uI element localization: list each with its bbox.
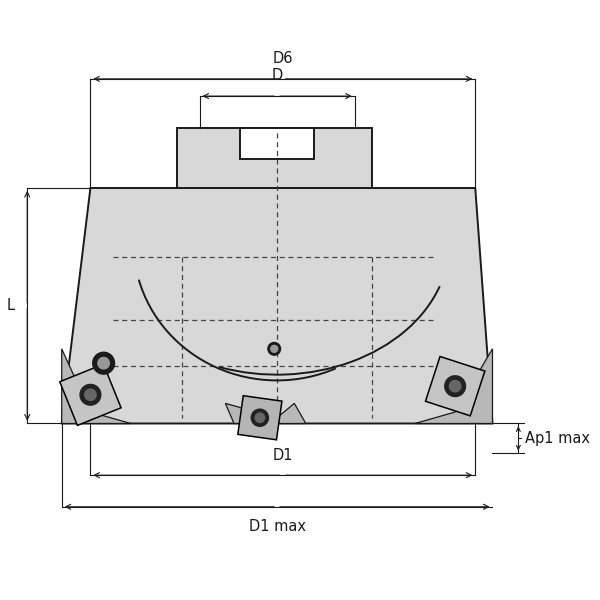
Text: Ap1 max: Ap1 max bbox=[525, 431, 590, 446]
Circle shape bbox=[98, 358, 109, 369]
Text: D: D bbox=[271, 68, 283, 83]
Polygon shape bbox=[226, 403, 306, 424]
Circle shape bbox=[255, 413, 265, 422]
Polygon shape bbox=[60, 364, 121, 425]
Polygon shape bbox=[62, 188, 493, 424]
Text: D6: D6 bbox=[272, 51, 293, 66]
Polygon shape bbox=[62, 349, 131, 424]
Polygon shape bbox=[176, 128, 372, 188]
Circle shape bbox=[271, 346, 278, 352]
Text: D1 max: D1 max bbox=[248, 520, 305, 535]
Circle shape bbox=[449, 380, 461, 392]
Circle shape bbox=[445, 376, 466, 397]
Circle shape bbox=[251, 409, 268, 427]
Circle shape bbox=[93, 352, 115, 374]
Circle shape bbox=[268, 343, 281, 355]
Circle shape bbox=[85, 389, 96, 400]
Text: L: L bbox=[7, 298, 14, 313]
Polygon shape bbox=[238, 395, 282, 440]
Text: D1: D1 bbox=[272, 448, 293, 463]
Circle shape bbox=[80, 385, 101, 405]
Polygon shape bbox=[415, 349, 493, 424]
Polygon shape bbox=[240, 128, 314, 159]
Polygon shape bbox=[425, 356, 485, 416]
